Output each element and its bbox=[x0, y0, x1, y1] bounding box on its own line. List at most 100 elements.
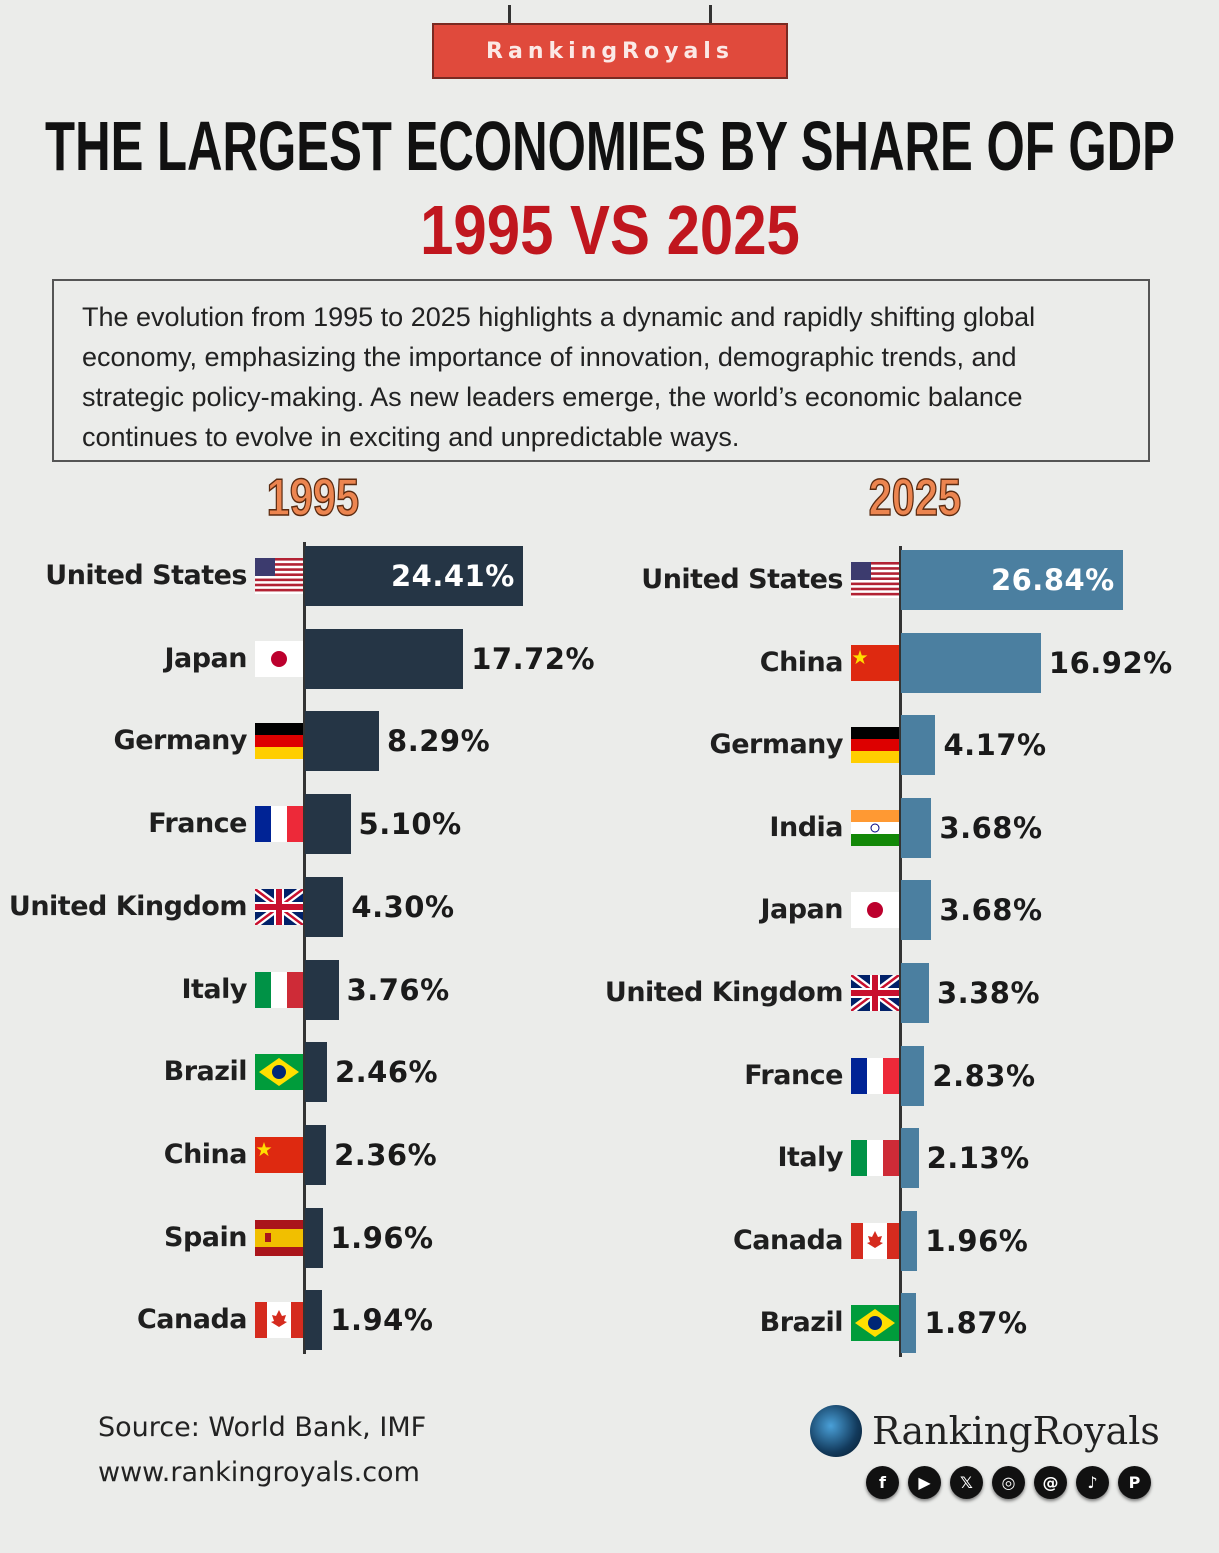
country-label: Italy bbox=[181, 973, 247, 1005]
value-label: 4.30% bbox=[351, 889, 455, 924]
country-label: Germany bbox=[113, 725, 248, 757]
tiktok-icon[interactable]: ♪ bbox=[1076, 1466, 1109, 1499]
bar bbox=[901, 963, 929, 1023]
bar bbox=[305, 1124, 327, 1185]
country-label: France bbox=[148, 808, 247, 840]
flag-br-icon bbox=[851, 1305, 899, 1342]
country-label: United States bbox=[641, 564, 843, 595]
value-label: 1.96% bbox=[925, 1223, 1029, 1258]
value-label: 2.13% bbox=[926, 1141, 1030, 1176]
bar bbox=[901, 550, 1123, 610]
value-label: 17.72% bbox=[471, 641, 596, 676]
social-icons: f ▶ 𝕏 ◎ @ ♪ P bbox=[866, 1466, 1151, 1499]
value-label: 24.41% bbox=[390, 559, 515, 593]
flag-it-icon bbox=[255, 971, 303, 1008]
pinterest-icon[interactable]: P bbox=[1118, 1466, 1151, 1499]
flag-cn-icon bbox=[255, 1136, 303, 1173]
banner-hanger bbox=[709, 5, 712, 25]
value-label: 4.17% bbox=[943, 728, 1047, 763]
flag-us-icon bbox=[255, 558, 303, 594]
value-label: 2.36% bbox=[334, 1137, 438, 1172]
flag-it-icon bbox=[851, 1140, 899, 1177]
page-subtitle: 1995 VS 2025 bbox=[419, 191, 800, 269]
globe-icon bbox=[810, 1405, 862, 1457]
country-label: United Kingdom bbox=[604, 977, 844, 1008]
country-label: Brazil bbox=[759, 1307, 844, 1339]
country-label: Canada bbox=[136, 1304, 248, 1336]
chart-axis bbox=[899, 546, 902, 1358]
source-block: Source: World Bank, IMF www.rankingroyal… bbox=[98, 1405, 426, 1495]
value-label: 2.83% bbox=[932, 1058, 1036, 1093]
description-box: The evolution from 1995 to 2025 highligh… bbox=[52, 279, 1150, 462]
bar bbox=[305, 794, 351, 855]
country-label: France bbox=[744, 1059, 843, 1091]
brand-logo: RankingRoyals bbox=[810, 1405, 1160, 1457]
bar bbox=[305, 711, 380, 772]
country-label: India bbox=[769, 811, 843, 843]
bar bbox=[901, 715, 936, 776]
flag-cn-icon bbox=[851, 644, 899, 681]
flag-br-icon bbox=[255, 1054, 303, 1091]
bar bbox=[305, 546, 523, 606]
logo-text: RankingRoyals bbox=[872, 1409, 1160, 1453]
year-label-2025: 2025 bbox=[868, 468, 962, 528]
brand-banner: RankingRoyals bbox=[432, 23, 788, 79]
website-link[interactable]: www.rankingroyals.com bbox=[98, 1457, 420, 1488]
flag-es-icon bbox=[255, 1219, 303, 1256]
bar bbox=[901, 797, 932, 858]
value-label: 3.68% bbox=[939, 893, 1043, 928]
flag-ca-icon bbox=[851, 1222, 899, 1259]
bar bbox=[305, 628, 464, 689]
chart-axis bbox=[303, 542, 306, 1355]
bar bbox=[901, 880, 932, 941]
bar bbox=[901, 1293, 917, 1354]
country-label: Canada bbox=[732, 1224, 844, 1256]
bar bbox=[305, 959, 339, 1020]
value-label: 8.29% bbox=[387, 724, 491, 759]
flag-us-icon bbox=[851, 562, 899, 598]
facebook-icon[interactable]: f bbox=[866, 1466, 899, 1499]
flag-uk-icon bbox=[252, 885, 306, 928]
country-label: Italy bbox=[777, 1142, 843, 1174]
country-label: China bbox=[163, 1138, 248, 1170]
page-title: THE LARGEST ECONOMIES BY SHARE OF GDP bbox=[44, 107, 1175, 185]
value-label: 3.76% bbox=[346, 972, 450, 1007]
value-label: 1.96% bbox=[330, 1220, 434, 1255]
value-label: 16.92% bbox=[1048, 645, 1173, 680]
flag-jp-icon bbox=[255, 640, 303, 677]
bar bbox=[305, 1042, 327, 1103]
threads-icon[interactable]: @ bbox=[1034, 1466, 1067, 1499]
value-label: 1.94% bbox=[330, 1303, 434, 1338]
value-label: 2.46% bbox=[334, 1055, 439, 1090]
country-label: Brazil bbox=[163, 1056, 248, 1088]
x-icon[interactable]: 𝕏 bbox=[950, 1466, 983, 1499]
year-label-1995: 1995 bbox=[266, 468, 360, 528]
bar bbox=[901, 1210, 918, 1271]
youtube-icon[interactable]: ▶ bbox=[908, 1466, 941, 1499]
flag-fr-icon bbox=[851, 1057, 899, 1094]
country-label: United States bbox=[45, 560, 247, 591]
country-label: Spain bbox=[164, 1221, 247, 1253]
flag-de-icon bbox=[255, 723, 303, 760]
source-text: Source: World Bank, IMF bbox=[98, 1412, 427, 1443]
instagram-icon[interactable]: ◎ bbox=[992, 1466, 1025, 1499]
country-label: United Kingdom bbox=[8, 890, 248, 922]
value-label: 5.10% bbox=[358, 807, 462, 842]
country-label: Japan bbox=[164, 642, 247, 674]
flag-in-icon bbox=[851, 809, 899, 846]
flag-ca-icon bbox=[255, 1302, 303, 1339]
value-label: 3.68% bbox=[939, 810, 1043, 845]
country-label: China bbox=[759, 646, 844, 678]
flag-jp-icon bbox=[851, 892, 899, 929]
banner-hanger bbox=[508, 5, 511, 25]
value-label: 3.38% bbox=[936, 976, 1041, 1010]
bar bbox=[901, 632, 1041, 693]
value-label: 1.87% bbox=[924, 1306, 1028, 1341]
country-label: Japan bbox=[760, 894, 843, 926]
flag-de-icon bbox=[851, 727, 899, 764]
value-label: 26.84% bbox=[990, 563, 1115, 597]
flag-fr-icon bbox=[255, 806, 303, 843]
bar bbox=[305, 876, 344, 937]
country-label: Germany bbox=[709, 729, 844, 761]
bar bbox=[901, 1128, 919, 1189]
